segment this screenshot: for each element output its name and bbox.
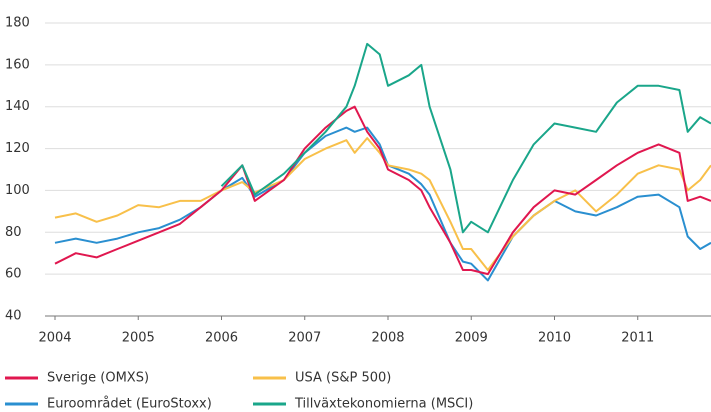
legend-label: Euroområdet (EuroStoxx) [47, 397, 212, 412]
x-tick-label: 2010 [538, 331, 571, 346]
y-tick-label: 100 [5, 183, 30, 198]
x-tick-label: 2005 [122, 331, 155, 346]
y-tick-label: 40 [5, 309, 22, 324]
y-tick-label: 160 [5, 57, 30, 72]
legend-label: Tillväxtekonomierna (MSCI) [294, 397, 473, 412]
x-tick-label: 2011 [621, 331, 654, 346]
x-tick-label: 2006 [205, 331, 238, 346]
y-tick-label: 80 [5, 225, 22, 240]
x-tick-label: 2008 [371, 331, 404, 346]
series-line [54, 137, 711, 271]
series-line [220, 42, 711, 234]
y-tick-label: 180 [5, 16, 30, 31]
legend-label: Sverige (OMXS) [47, 371, 149, 386]
series-line [54, 126, 711, 282]
series-line [54, 105, 711, 276]
y-tick-label: 60 [5, 267, 22, 282]
x-tick-label: 2009 [455, 331, 488, 346]
y-tick-label: 140 [5, 99, 30, 114]
y-tick-label: 120 [5, 141, 30, 156]
x-tick-label: 2007 [288, 331, 321, 346]
x-tick-label: 2004 [38, 331, 71, 346]
legend-label: USA (S&P 500) [295, 371, 391, 386]
